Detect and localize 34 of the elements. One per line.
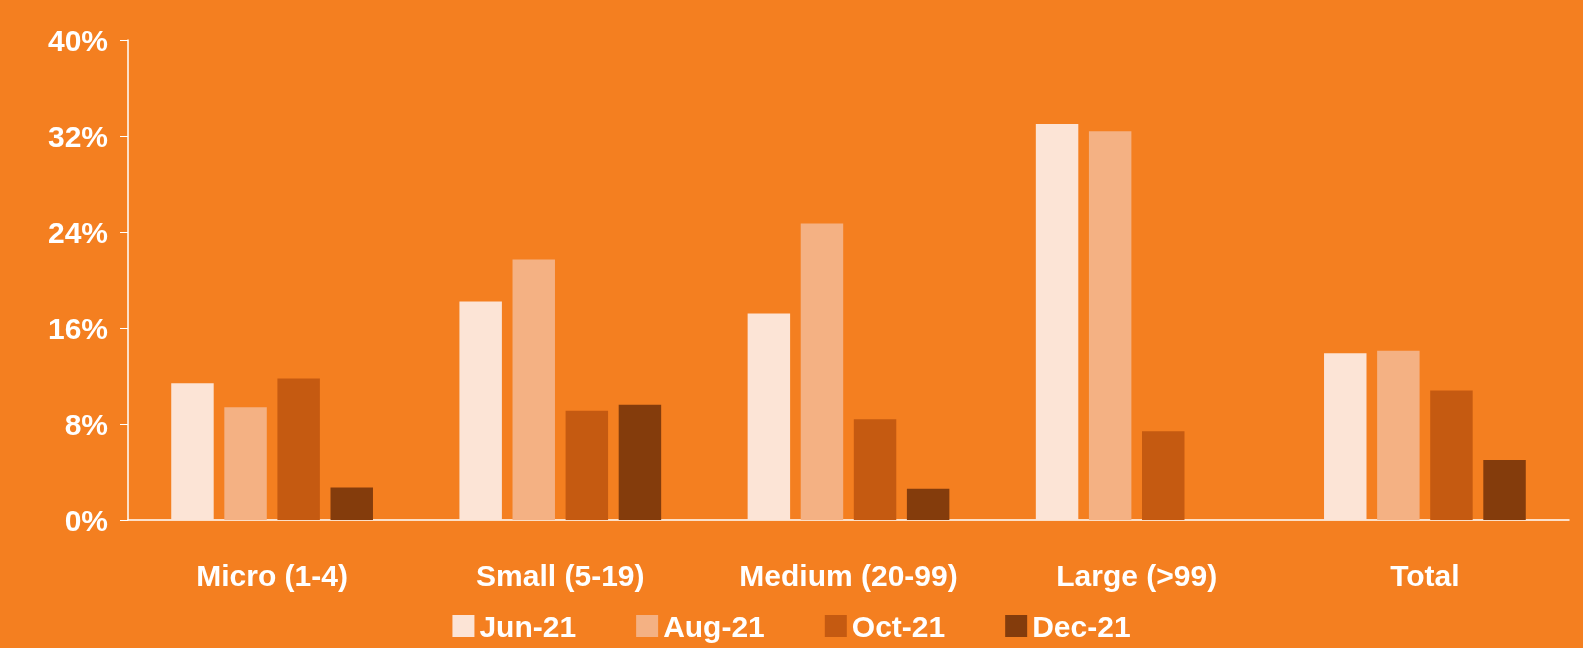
bar (906, 488, 950, 520)
bar (565, 410, 609, 520)
legend-label: Aug-21 (663, 609, 765, 643)
x-tick-label: Total (1390, 558, 1460, 592)
x-tick-label: Medium (20-99) (739, 558, 958, 592)
x-tick-label: Micro (1-4) (196, 558, 348, 592)
bar (1483, 460, 1526, 520)
y-tick-label: 32% (47, 119, 108, 153)
y-tick-label: 0% (64, 503, 108, 537)
legend-label: Dec-21 (1032, 609, 1131, 643)
bar (277, 378, 320, 520)
y-tick-label: 16% (47, 311, 108, 345)
bar (1377, 350, 1420, 520)
bar (747, 313, 791, 520)
legend-label: Oct-21 (851, 609, 946, 643)
bar (618, 404, 662, 520)
bar (853, 419, 897, 520)
legend-label: Jun-21 (479, 609, 577, 643)
bar (1035, 124, 1079, 520)
bar (459, 301, 502, 520)
x-tick-label: Small (5-19) (476, 558, 645, 592)
bar (171, 383, 214, 520)
y-tick-label: 8% (64, 407, 108, 441)
x-tick-label: Large (>99) (1056, 558, 1218, 592)
bar (1430, 390, 1473, 520)
bar (800, 223, 844, 520)
bar (512, 259, 555, 520)
bar (330, 487, 373, 520)
y-tick-label: 24% (47, 215, 108, 249)
bar (1088, 131, 1132, 520)
y-tick-label: 40% (47, 23, 108, 57)
bar (224, 407, 267, 520)
bar (1142, 431, 1185, 520)
bar (1324, 353, 1367, 520)
